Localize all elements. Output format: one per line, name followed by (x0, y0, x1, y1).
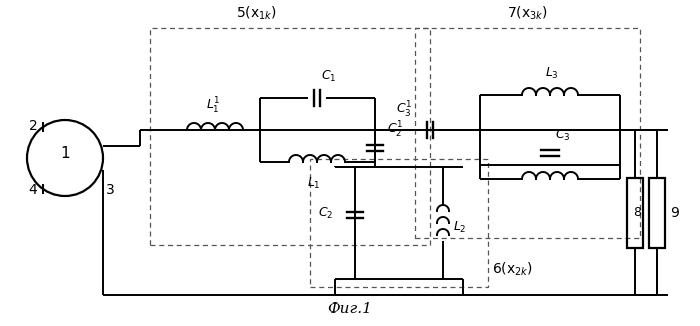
Bar (627, 178, 643, 248)
Text: $L_1$: $L_1$ (307, 176, 321, 191)
Bar (649, 178, 665, 248)
Text: 6(x$_{2k}$): 6(x$_{2k}$) (492, 260, 533, 278)
Text: 4: 4 (29, 183, 37, 197)
Bar (150, 28, 430, 245)
Text: Фиг.1: Фиг.1 (328, 302, 372, 316)
Text: 5(x$_{1k}$): 5(x$_{1k}$) (236, 5, 277, 22)
Text: $C_1$: $C_1$ (321, 69, 337, 84)
Text: 8: 8 (633, 206, 641, 219)
Text: $C_3$: $C_3$ (555, 128, 570, 143)
Text: $C_3^1$: $C_3^1$ (395, 100, 412, 120)
Text: 3: 3 (106, 183, 114, 197)
Text: 9: 9 (671, 206, 680, 220)
Text: 1: 1 (60, 146, 70, 161)
Text: $L_2$: $L_2$ (453, 219, 467, 234)
Text: 7(x$_{3k}$): 7(x$_{3k}$) (507, 5, 548, 22)
Text: $C_2^1$: $C_2^1$ (387, 120, 403, 140)
Text: $L_3$: $L_3$ (545, 66, 559, 81)
Text: 2: 2 (29, 119, 37, 133)
Text: $L_1^1$: $L_1^1$ (206, 96, 220, 116)
Bar (415, 28, 640, 238)
Text: $C_2$: $C_2$ (318, 205, 333, 221)
Bar (310, 159, 488, 287)
